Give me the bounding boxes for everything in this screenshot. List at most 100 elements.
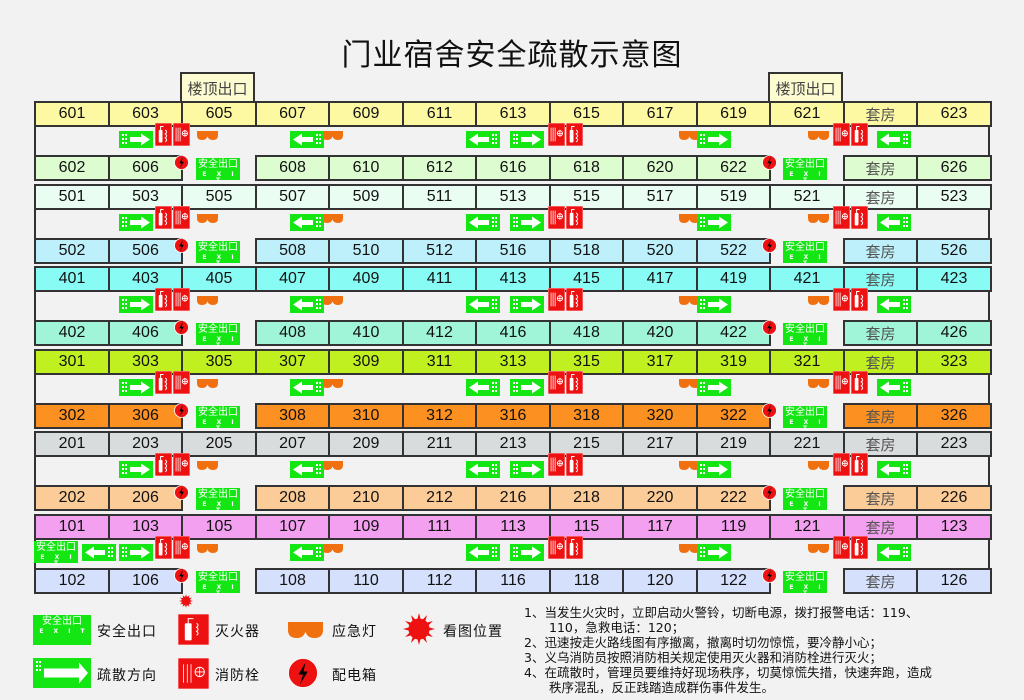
- emergency-light-icon: [679, 455, 700, 470]
- room-cell: 207: [255, 431, 330, 457]
- room-cell: 208: [255, 485, 330, 511]
- evacuation-arrow-left-icon: [290, 214, 324, 231]
- room-cell: 221: [769, 431, 845, 457]
- room-cell: 302: [34, 403, 110, 429]
- room-cell: 621: [769, 101, 845, 127]
- room-cell: 213: [475, 431, 551, 457]
- room-cell: 205: [181, 431, 257, 457]
- fire-extinguisher-icon: [154, 205, 173, 230]
- fire-extinguisher-icon: [154, 287, 173, 312]
- room-cell: 319: [696, 349, 771, 375]
- room-cell: 626: [916, 155, 992, 181]
- room-cell: 315: [549, 349, 624, 375]
- room-cell: 515: [549, 184, 624, 210]
- room-cell: 套房: [843, 431, 918, 457]
- roof-exit-right: 楼顶出口: [768, 72, 843, 102]
- evacuation-arrow-right-icon: [697, 131, 731, 148]
- evacuation-arrow-right-icon: [119, 131, 153, 148]
- distribution-box-icon: [762, 403, 777, 418]
- room-cell: 520: [622, 238, 698, 264]
- room-cell: 105: [181, 514, 257, 540]
- fire-hydrant-icon: [547, 205, 566, 230]
- fire-hydrant-icon: [172, 452, 191, 477]
- room-cell: 312: [402, 403, 477, 429]
- evacuation-arrow-left-icon: [466, 461, 500, 478]
- fire-extinguisher-icon: [850, 535, 869, 560]
- room-cell: 套房: [843, 403, 918, 429]
- fire-hydrant-icon: [172, 287, 191, 312]
- exit-sign-en: E X I T: [789, 254, 825, 267]
- exit-sign-cn: 安全出口: [42, 616, 82, 627]
- room-cell: 120: [622, 568, 698, 594]
- distribution-box-icon: [174, 320, 189, 335]
- fire-hydrant-icon: [832, 287, 851, 312]
- exit-sign-en: E X I T: [202, 171, 238, 184]
- distribution-box-icon: [762, 568, 777, 583]
- note-line: 秩序混乱，反正践踏造成群伤事件发生。: [524, 680, 775, 695]
- legend-emergency-light-icon: [288, 622, 323, 638]
- evacuation-arrow-left-icon: [877, 214, 911, 231]
- room-cell: 611: [402, 101, 477, 127]
- legend-extinguisher-icon: [177, 613, 210, 646]
- room-cell: 617: [622, 101, 698, 127]
- evacuation-arrow-left-icon: [877, 544, 911, 561]
- room-cell: 522: [696, 238, 771, 264]
- exit-sign-cn: 安全出口: [36, 542, 76, 553]
- room-cell: 417: [622, 266, 698, 292]
- emergency-light-icon: [679, 208, 700, 223]
- room-cell: 306: [108, 403, 183, 429]
- exit-sign-cn: 安全出口: [785, 159, 825, 170]
- safety-exit-sign: 安全出口 E X I T: [783, 158, 827, 184]
- fire-hydrant-icon: [832, 370, 851, 395]
- distribution-box-icon: [174, 155, 189, 170]
- evacuation-arrow-right-icon: [697, 461, 731, 478]
- safety-exit-sign: 安全出口 E X I T: [196, 406, 240, 432]
- exit-sign-en: E X I T: [39, 628, 89, 635]
- page-title: 门业宿舍安全疏散示意图: [341, 38, 683, 73]
- fire-hydrant-icon: [547, 370, 566, 395]
- room-cell: 420: [622, 320, 698, 346]
- room-cell: 401: [34, 266, 110, 292]
- room-cell: 116: [475, 568, 551, 594]
- evacuation-arrow-left-icon: [290, 296, 324, 313]
- room-cell: 606: [108, 155, 183, 181]
- evacuation-arrow-right-icon: [119, 461, 153, 478]
- note-line: 3、义乌消防员按照消防相关规定使用灭火器和消防栓进行灭火；: [524, 650, 882, 665]
- safety-exit-sign: 安全出口 E X I T: [196, 488, 240, 514]
- room-cell: 115: [549, 514, 624, 540]
- safety-exit-sign: 安全出口 E X I T: [783, 571, 827, 597]
- room-cell: 510: [328, 238, 404, 264]
- room-cell: 套房: [843, 514, 918, 540]
- emergency-light-icon: [322, 290, 343, 305]
- safety-exit-sign: 安全出口 E X I T: [196, 323, 240, 349]
- room-cell: 216: [475, 485, 551, 511]
- room-cell: 615: [549, 101, 624, 127]
- evacuation-arrow-right-icon: [510, 131, 544, 148]
- room-cell: 222: [696, 485, 771, 511]
- fire-hydrant-icon: [547, 535, 566, 560]
- evacuation-arrow-right-icon: [697, 214, 731, 231]
- room-cell: 602: [34, 155, 110, 181]
- room-cell: 523: [916, 184, 992, 210]
- you-are-here-icon: [179, 593, 193, 608]
- room-cell: 122: [696, 568, 771, 594]
- room-cell: 508: [255, 238, 330, 264]
- room-cell: 423: [916, 266, 992, 292]
- evacuation-arrow-left-icon: [290, 461, 324, 478]
- room-cell: 413: [475, 266, 551, 292]
- emergency-light-icon: [197, 373, 218, 388]
- fire-hydrant-icon: [832, 122, 851, 147]
- safety-exit-sign: 安全出口 E X I T: [196, 241, 240, 267]
- emergency-light-icon: [197, 125, 218, 140]
- room-cell: 507: [255, 184, 330, 210]
- evacuation-arrow-left-icon: [290, 544, 324, 561]
- room-cell: 218: [549, 485, 624, 511]
- roof-exit-left: 楼顶出口: [180, 72, 255, 102]
- note-line: 2、迅速按走火路线图有序撤离，撤离时切勿惊慌，要冷静小心；: [524, 635, 882, 650]
- room-cell: 126: [916, 568, 992, 594]
- room-cell: 316: [475, 403, 551, 429]
- room-cell: 322: [696, 403, 771, 429]
- room-cell: 418: [549, 320, 624, 346]
- room-cell: 416: [475, 320, 551, 346]
- emergency-light-icon: [322, 208, 343, 223]
